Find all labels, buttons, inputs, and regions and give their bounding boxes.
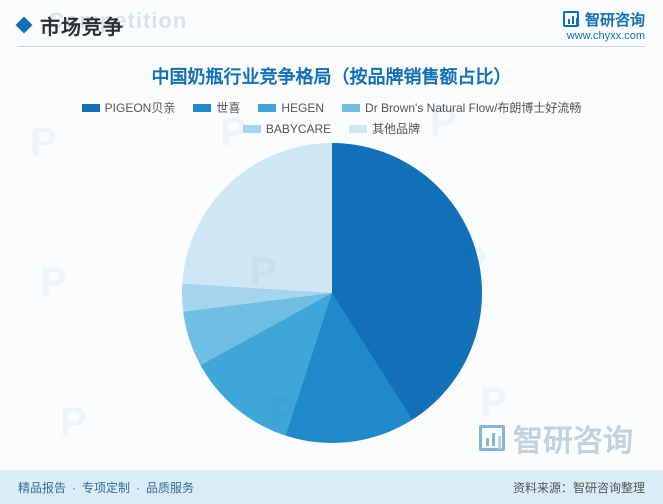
legend-label: BABYCARE — [266, 122, 331, 136]
legend-item: 其他品牌 — [349, 120, 420, 137]
brand-block: 智研咨询 www.chyxx.com — [563, 9, 645, 42]
source-value: 智研咨询整理 — [573, 481, 645, 495]
footer-dot: · — [136, 481, 140, 495]
legend-label: HEGEN — [281, 101, 324, 115]
footer-tags: 精品报告 · 专项定制 · 品质服务 — [18, 479, 194, 496]
footer-tag: 精品报告 — [18, 481, 66, 495]
legend-swatch — [193, 104, 211, 112]
header-bar: Competition 市场竞争 智研咨询 www.chyxx.com — [0, 0, 663, 44]
section-title-zh: 市场竞争 — [40, 11, 124, 40]
source-label: 资料来源： — [513, 481, 573, 495]
brand-chart-icon — [563, 11, 579, 27]
pie-container — [0, 143, 663, 443]
brand-url: www.chyxx.com — [563, 30, 645, 42]
footer-source: 资料来源：智研咨询整理 — [513, 479, 645, 496]
chart-legend: PIGEON贝亲 世喜 HEGEN Dr Brown's Natural Flow/布… — [0, 99, 663, 137]
brand-name: 智研咨询 — [585, 9, 645, 30]
legend-label: 其他品牌 — [372, 120, 420, 137]
header-diamond-icon — [16, 17, 33, 34]
pie-chart — [182, 143, 482, 443]
legend-item: HEGEN — [258, 99, 324, 116]
footer-dot: · — [72, 481, 76, 495]
legend-item: BABYCARE — [243, 120, 331, 137]
legend-swatch — [243, 125, 261, 133]
legend-item: 世喜 — [193, 99, 240, 116]
legend-swatch — [342, 104, 360, 112]
legend-swatch — [349, 125, 367, 133]
chart-title: 中国奶瓶行业竞争格局（按品牌销售额占比） — [0, 63, 663, 89]
legend-label: Dr Brown's Natural Flow/布朗博士好流畅 — [365, 99, 581, 116]
legend-item: PIGEON贝亲 — [82, 99, 176, 116]
header-divider — [18, 46, 645, 47]
legend-item: Dr Brown's Natural Flow/布朗博士好流畅 — [342, 99, 581, 116]
legend-label: 世喜 — [216, 99, 240, 116]
footer-tag: 品质服务 — [146, 481, 194, 495]
footer-tag: 专项定制 — [82, 481, 130, 495]
legend-label: PIGEON贝亲 — [105, 99, 176, 116]
legend-swatch — [82, 104, 100, 112]
legend-swatch — [258, 104, 276, 112]
footer-bar: 精品报告 · 专项定制 · 品质服务 资料来源：智研咨询整理 — [0, 470, 663, 504]
